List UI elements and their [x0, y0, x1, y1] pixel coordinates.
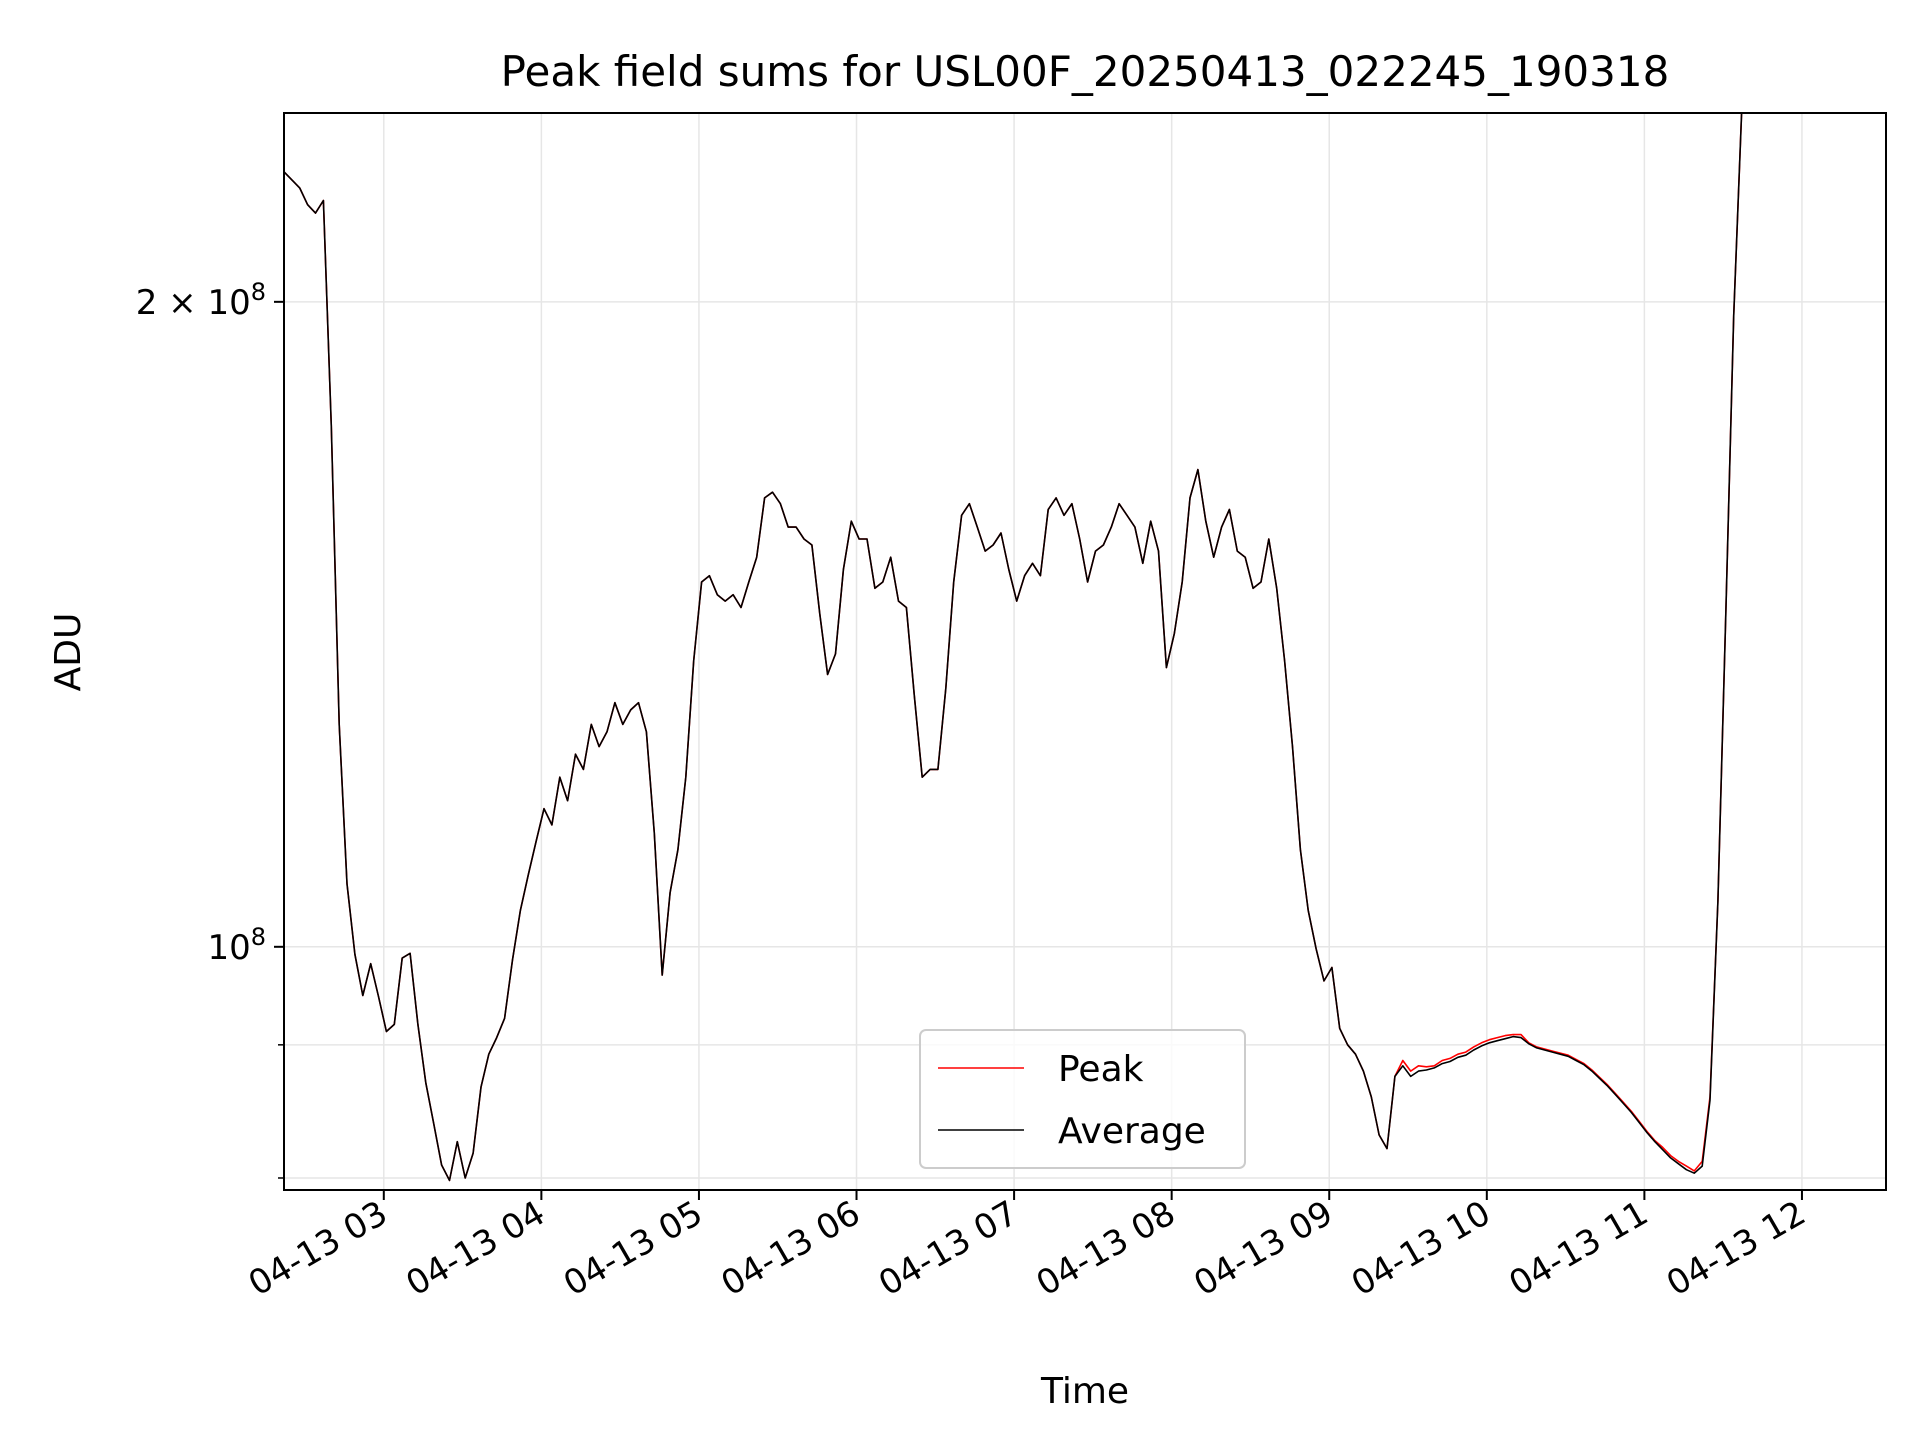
- y-tick-label: 108: [207, 923, 266, 968]
- legend-box: [919, 1029, 1246, 1169]
- y-tick-label: 2 × 108: [136, 278, 266, 323]
- legend-label-peak: Peak: [1058, 1049, 1144, 1090]
- x-axis-label: Time: [1040, 1371, 1129, 1412]
- y-axis-label: ADU: [48, 613, 89, 692]
- y-axis-ticks: 108 2 × 108: [136, 278, 284, 1179]
- chart-title: Peak field sums for USL00F_20250413_0222…: [501, 47, 1670, 96]
- legend: Peak Average: [919, 1029, 1246, 1169]
- series-lines: [283, 112, 1750, 1182]
- legend-label-average: Average: [1058, 1111, 1206, 1152]
- series-line-average: [283, 112, 1750, 1182]
- plot-frame: [283, 112, 1887, 1191]
